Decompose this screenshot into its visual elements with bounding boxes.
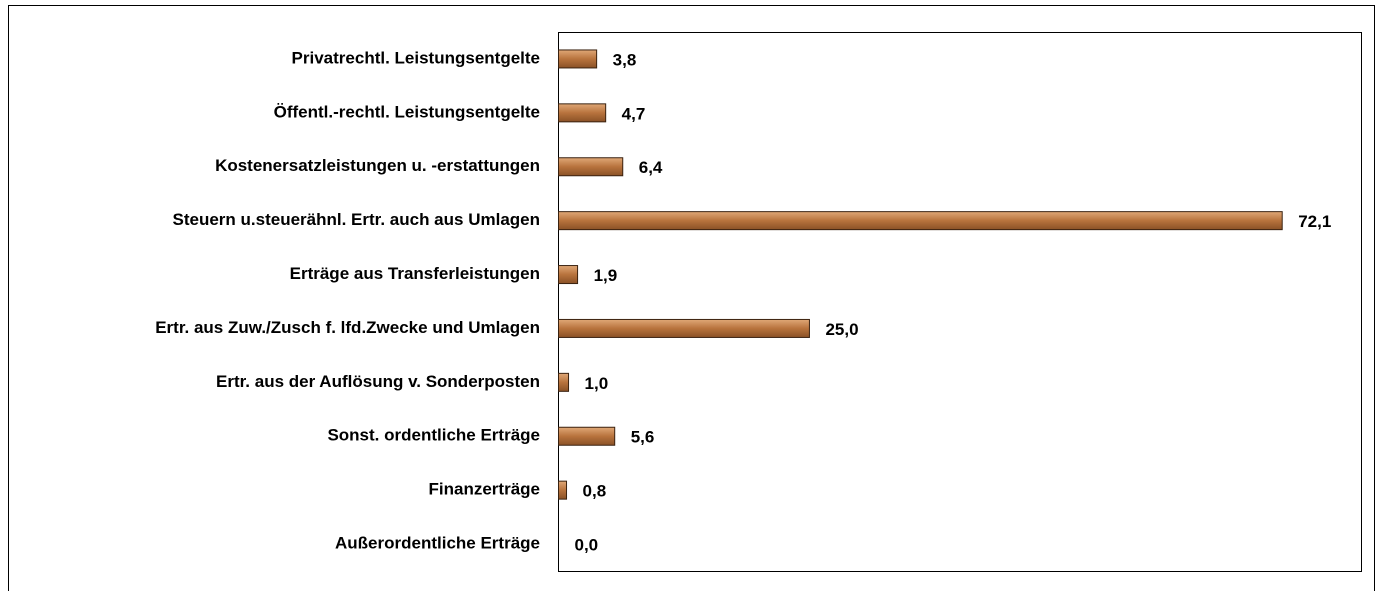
value-label: 4,7 [622, 104, 646, 123]
value-label: 5,6 [631, 428, 655, 447]
y-tick-label: Kostenersatzleistungen u. -erstattungen [215, 156, 540, 175]
y-tick-label: Ertr. aus der Auflösung v. Sonderposten [216, 372, 540, 391]
y-tick-label: Ertr. aus Zuw./Zusch f. lfd.Zwecke und U… [155, 318, 540, 337]
y-tick-label: Erträge aus Transferleistungen [290, 264, 540, 283]
y-tick-label: Finanzerträge [429, 480, 540, 499]
value-label: 6,4 [639, 158, 663, 177]
value-label: 1,9 [594, 266, 618, 285]
bar [558, 103, 607, 123]
bar [558, 265, 579, 285]
bar [558, 480, 568, 500]
value-label: 1,0 [585, 374, 609, 393]
y-tick-label: Außerordentliche Erträge [335, 534, 540, 553]
bar [558, 318, 810, 338]
bar [558, 372, 570, 392]
y-tick-label: Steuern u.steuerähnl. Ertr. auch aus Uml… [173, 210, 541, 229]
bar [558, 49, 598, 69]
value-label: 3,8 [613, 50, 637, 69]
y-tick-label: Öffentl.-rechtl. Leistungsentgelte [274, 102, 540, 121]
bar [558, 157, 624, 177]
y-tick-label: Privatrechtl. Leistungsentgelte [292, 48, 540, 67]
plot-area [558, 32, 1362, 572]
frame [8, 5, 1375, 591]
value-label: 25,0 [825, 320, 858, 339]
value-label: 0,0 [575, 536, 599, 555]
y-tick-label: Sonst. ordentliche Erträge [327, 426, 540, 445]
value-label: 0,8 [583, 482, 607, 501]
value-label: 72,1 [1298, 212, 1331, 231]
bar [558, 211, 1283, 231]
bar [558, 426, 616, 446]
